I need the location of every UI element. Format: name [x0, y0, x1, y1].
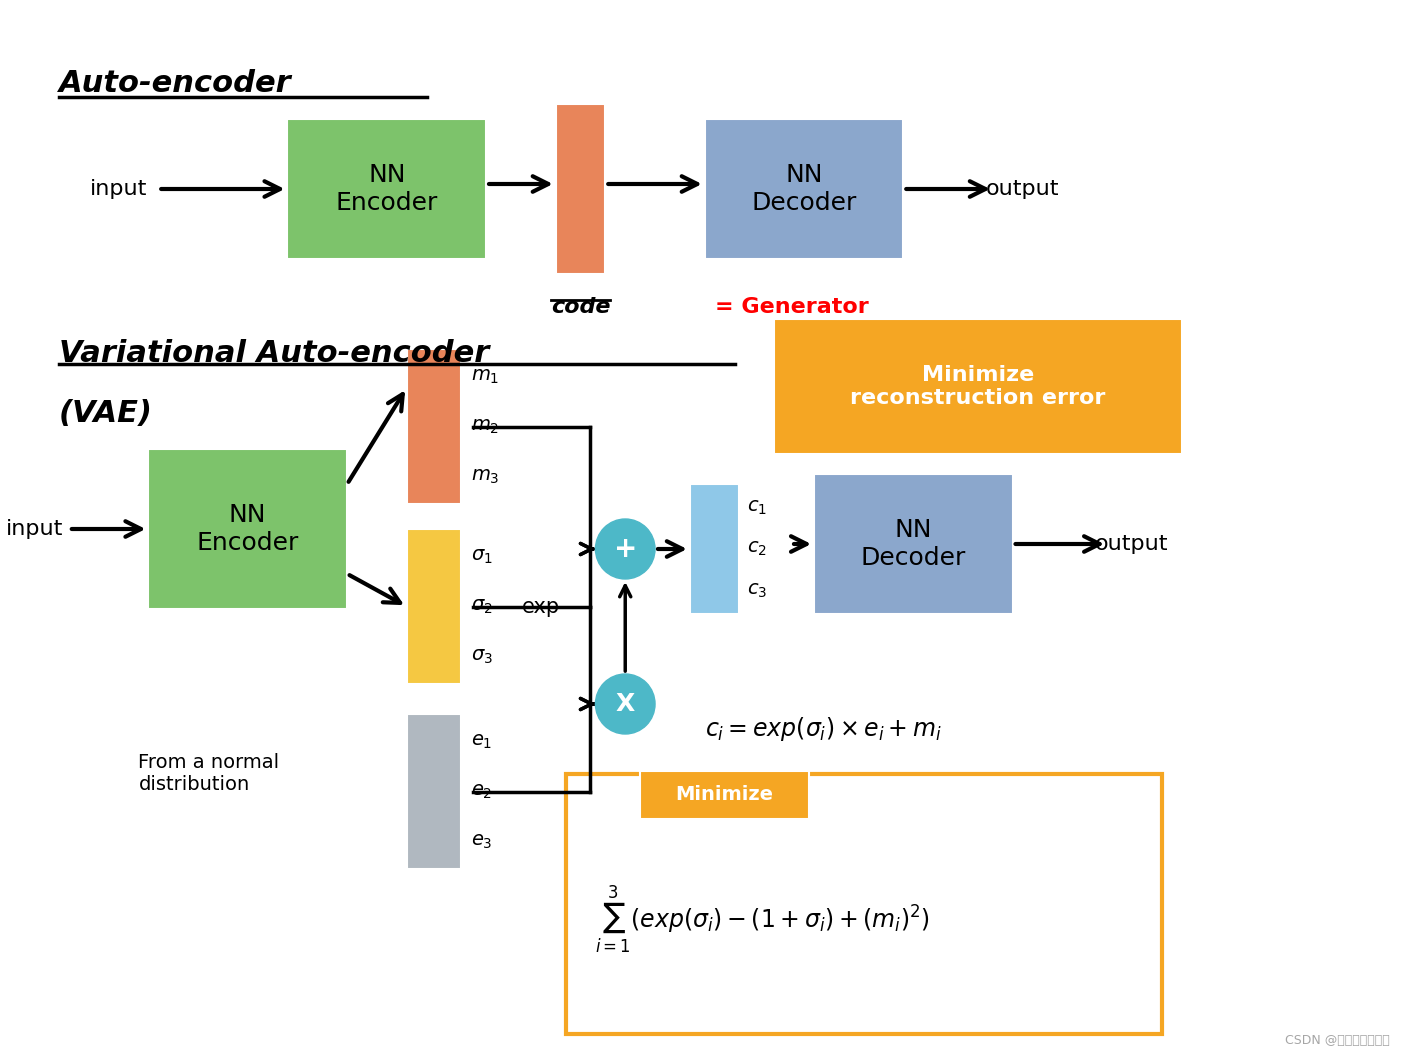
Text: $\sigma_3$: $\sigma_3$	[472, 647, 493, 666]
FancyBboxPatch shape	[565, 774, 1161, 1034]
Text: NN
Encoder: NN Encoder	[197, 503, 299, 555]
Text: $e_3$: $e_3$	[472, 831, 493, 850]
FancyBboxPatch shape	[690, 484, 739, 614]
Text: $c_2$: $c_2$	[748, 539, 767, 558]
Text: $c_1$: $c_1$	[748, 498, 767, 517]
Text: $e_1$: $e_1$	[472, 733, 493, 752]
Text: $m_2$: $m_2$	[472, 417, 500, 436]
Text: Auto-encoder: Auto-encoder	[59, 69, 292, 98]
FancyBboxPatch shape	[640, 771, 809, 819]
FancyBboxPatch shape	[406, 349, 462, 504]
Text: $m_3$: $m_3$	[472, 467, 500, 486]
Text: $c_3$: $c_3$	[748, 581, 767, 600]
Text: NN
Encoder: NN Encoder	[336, 163, 438, 215]
FancyBboxPatch shape	[555, 104, 606, 274]
Text: $\sigma_2$: $\sigma_2$	[472, 597, 493, 616]
Text: (VAE): (VAE)	[59, 399, 153, 428]
Text: Variational Auto-encoder: Variational Auto-encoder	[59, 339, 490, 367]
Text: = Generator: = Generator	[715, 297, 868, 317]
Text: $m_1$: $m_1$	[472, 367, 500, 387]
Text: output: output	[986, 179, 1059, 199]
FancyBboxPatch shape	[406, 714, 462, 869]
Text: CSDN @看星星的核桃鼠: CSDN @看星星的核桃鼠	[1286, 1034, 1391, 1047]
FancyBboxPatch shape	[775, 319, 1181, 454]
FancyBboxPatch shape	[406, 530, 462, 684]
Circle shape	[596, 519, 656, 579]
Text: $\sum_{i=1}^{3}(exp(\sigma_i) - (1 + \sigma_i) + (m_i)^2)$: $\sum_{i=1}^{3}(exp(\sigma_i) - (1 + \si…	[596, 883, 930, 955]
FancyBboxPatch shape	[705, 119, 903, 259]
FancyBboxPatch shape	[287, 119, 486, 259]
Text: X: X	[616, 692, 634, 716]
Circle shape	[596, 674, 656, 734]
Text: $c_i = exp(\sigma_i) \times e_i + m_i$: $c_i = exp(\sigma_i) \times e_i + m_i$	[705, 715, 942, 743]
FancyBboxPatch shape	[149, 449, 347, 609]
Text: +: +	[613, 535, 637, 563]
Text: output: output	[1095, 534, 1168, 554]
Text: Minimize
reconstruction error: Minimize reconstruction error	[850, 365, 1106, 408]
Text: From a normal
distribution: From a normal distribution	[139, 754, 279, 794]
Text: NN
Decoder: NN Decoder	[861, 518, 966, 570]
Text: NN
Decoder: NN Decoder	[752, 163, 857, 215]
Text: input: input	[89, 179, 147, 199]
Text: $e_2$: $e_2$	[472, 782, 493, 801]
Text: input: input	[6, 519, 62, 539]
Text: exp: exp	[521, 597, 559, 617]
FancyBboxPatch shape	[814, 474, 1012, 614]
Text: $\sigma_1$: $\sigma_1$	[472, 548, 493, 567]
Text: Minimize: Minimize	[675, 786, 773, 805]
Text: code: code	[551, 297, 610, 317]
